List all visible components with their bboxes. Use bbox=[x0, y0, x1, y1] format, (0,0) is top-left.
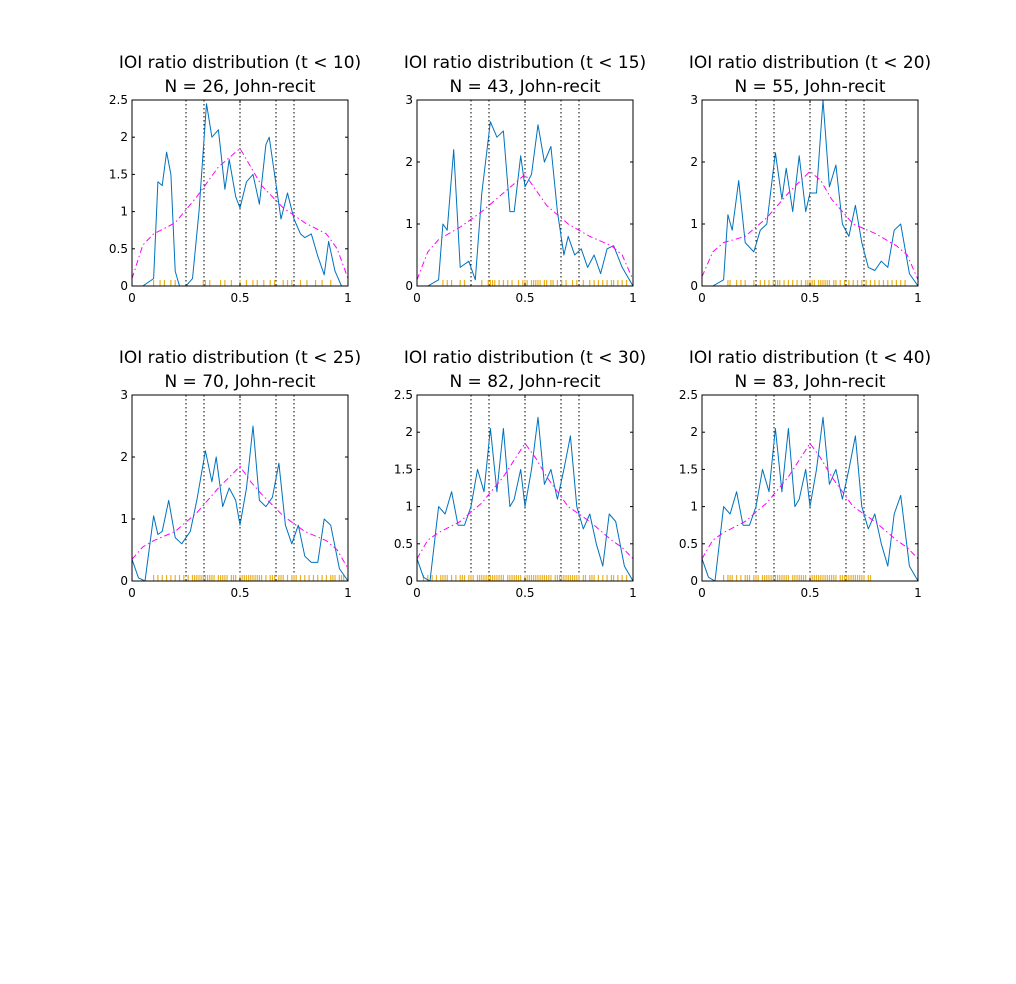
y-tick-label: 0.5 bbox=[109, 242, 128, 256]
y-tick-label: 0 bbox=[405, 574, 413, 588]
y-tick-label: 0 bbox=[120, 574, 128, 588]
y-tick-label: 1.5 bbox=[394, 462, 413, 476]
chart-title: IOI ratio distribution (t < 20) bbox=[689, 53, 931, 73]
chart-panel-4: IOI ratio distribution (t < 25) N = 70, J… bbox=[119, 348, 361, 600]
x-tick-label: 0.5 bbox=[515, 291, 534, 305]
y-tick-label: 1 bbox=[690, 500, 698, 514]
chart-subtitle: N = 43, John-recit bbox=[449, 77, 600, 97]
prior-density-line bbox=[132, 147, 348, 279]
prior-density-line bbox=[417, 442, 633, 560]
y-tick-label: 1 bbox=[405, 217, 413, 231]
chart-subtitle: N = 82, John-recit bbox=[449, 372, 600, 392]
y-tick-label: 2.5 bbox=[109, 93, 128, 107]
density-line bbox=[702, 100, 918, 286]
chart-panel-3: IOI ratio distribution (t < 20) N = 55, J… bbox=[689, 53, 931, 305]
y-tick-label: 1 bbox=[690, 217, 698, 231]
chart-subtitle: N = 55, John-recit bbox=[734, 77, 885, 97]
y-tick-label: 0 bbox=[690, 279, 698, 293]
y-tick-label: 1.5 bbox=[109, 167, 128, 181]
density-line bbox=[132, 103, 348, 286]
x-tick-label: 0 bbox=[413, 291, 421, 305]
chart-title: IOI ratio distribution (t < 10) bbox=[119, 53, 361, 73]
chart-subtitle: N = 26, John-recit bbox=[164, 77, 315, 97]
y-tick-label: 2 bbox=[120, 450, 128, 464]
density-line bbox=[702, 416, 918, 581]
y-tick-label: 3 bbox=[120, 388, 128, 402]
x-tick-label: 0.5 bbox=[230, 291, 249, 305]
y-tick-label: 3 bbox=[405, 93, 413, 107]
y-tick-label: 0 bbox=[405, 279, 413, 293]
y-tick-label: 0.5 bbox=[394, 537, 413, 551]
y-tick-label: 0 bbox=[120, 279, 128, 293]
y-tick-label: 0.5 bbox=[679, 537, 698, 551]
y-tick-label: 2.5 bbox=[394, 388, 413, 402]
y-tick-label: 2 bbox=[690, 425, 698, 439]
x-tick-label: 1 bbox=[914, 586, 922, 600]
chart-panel-5: IOI ratio distribution (t < 30) N = 82, J… bbox=[394, 348, 646, 600]
prior-density-line bbox=[132, 465, 348, 569]
chart-subtitle: N = 70, John-recit bbox=[164, 372, 315, 392]
x-tick-label: 0 bbox=[698, 291, 706, 305]
x-tick-label: 1 bbox=[344, 586, 352, 600]
y-tick-label: 1.5 bbox=[679, 462, 698, 476]
prior-density-line bbox=[702, 170, 918, 280]
chart-title: IOI ratio distribution (t < 30) bbox=[404, 348, 646, 368]
y-tick-label: 2 bbox=[405, 425, 413, 439]
x-tick-label: 1 bbox=[629, 586, 637, 600]
chart-title: IOI ratio distribution (t < 40) bbox=[689, 348, 931, 368]
prior-density-line bbox=[702, 442, 918, 560]
y-tick-label: 0 bbox=[690, 574, 698, 588]
y-tick-label: 1 bbox=[120, 512, 128, 526]
x-tick-label: 1 bbox=[629, 291, 637, 305]
y-tick-label: 1 bbox=[120, 205, 128, 219]
y-tick-label: 1 bbox=[405, 500, 413, 514]
x-tick-label: 0 bbox=[128, 586, 136, 600]
prior-density-line bbox=[417, 173, 633, 280]
x-tick-label: 1 bbox=[344, 291, 352, 305]
x-tick-label: 1 bbox=[914, 291, 922, 305]
density-line bbox=[417, 121, 633, 286]
x-tick-label: 0.5 bbox=[800, 291, 819, 305]
x-tick-label: 0 bbox=[698, 586, 706, 600]
y-tick-label: 2.5 bbox=[679, 388, 698, 402]
x-tick-label: 0.5 bbox=[800, 586, 819, 600]
x-tick-label: 0 bbox=[413, 586, 421, 600]
density-line bbox=[417, 416, 633, 581]
chart-title: IOI ratio distribution (t < 15) bbox=[404, 53, 646, 73]
chart-subtitle: N = 83, John-recit bbox=[734, 372, 885, 392]
chart-panel-2: IOI ratio distribution (t < 15) N = 43, J… bbox=[404, 53, 646, 305]
x-tick-label: 0.5 bbox=[230, 586, 249, 600]
y-tick-label: 2 bbox=[405, 155, 413, 169]
chart-panel-6: IOI ratio distribution (t < 40) N = 83, J… bbox=[679, 348, 931, 600]
y-tick-label: 2 bbox=[690, 155, 698, 169]
x-tick-label: 0.5 bbox=[515, 586, 534, 600]
density-line bbox=[132, 425, 348, 581]
chart-title: IOI ratio distribution (t < 25) bbox=[119, 348, 361, 368]
x-tick-label: 0 bbox=[128, 291, 136, 305]
y-tick-label: 2 bbox=[120, 130, 128, 144]
y-tick-label: 3 bbox=[690, 93, 698, 107]
chart-panel-1: IOI ratio distribution (t < 10) N = 26, J… bbox=[109, 53, 361, 305]
